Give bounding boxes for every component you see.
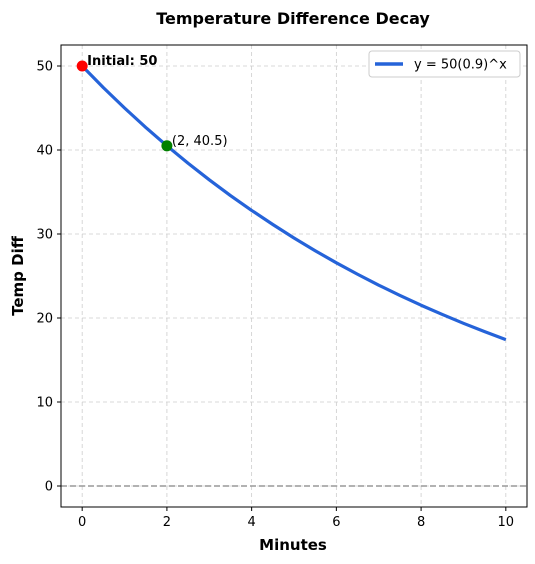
legend-label: y = 50(0.9)^x — [414, 58, 507, 73]
y-tick-label: 50 — [36, 60, 53, 75]
y-tick-label: 40 — [36, 144, 53, 159]
plot-area: Initial: 50 (2, 40.5) — [60, 44, 528, 508]
plot-frame — [60, 44, 528, 508]
annotated-points: Initial: 50 (2, 40.5) — [76, 54, 228, 152]
legend: y = 50(0.9)^x — [368, 50, 521, 78]
y-tick-label: 30 — [36, 228, 53, 243]
y-axis-label: Temp Diff — [9, 235, 27, 316]
y-tick-label: 20 — [36, 312, 53, 327]
point-annotation: (2, 40.5) — [172, 134, 228, 149]
y-tick-label: 0 — [45, 480, 53, 495]
x-tick-label: 8 — [417, 515, 425, 530]
series-line — [81, 64, 507, 342]
x-tick-label: 4 — [247, 515, 255, 530]
legend-box — [368, 50, 521, 78]
x-axis-ticks: 0 2 4 6 8 10 — [78, 507, 514, 530]
point-annotation: Initial: 50 — [87, 54, 157, 69]
y-tick-label: 10 — [36, 396, 53, 411]
x-tick-label: 10 — [498, 515, 515, 530]
x-tick-label: 6 — [332, 515, 340, 530]
data-point-marker — [76, 60, 88, 72]
x-tick-label: 2 — [163, 515, 171, 530]
x-axis-label: Minutes — [259, 536, 327, 554]
grid — [61, 45, 527, 507]
data-point-marker — [161, 140, 173, 152]
chart-title: Temperature Difference Decay — [156, 9, 430, 28]
y-axis-ticks: 0 10 20 30 40 50 — [36, 60, 61, 495]
x-tick-label: 0 — [78, 515, 86, 530]
